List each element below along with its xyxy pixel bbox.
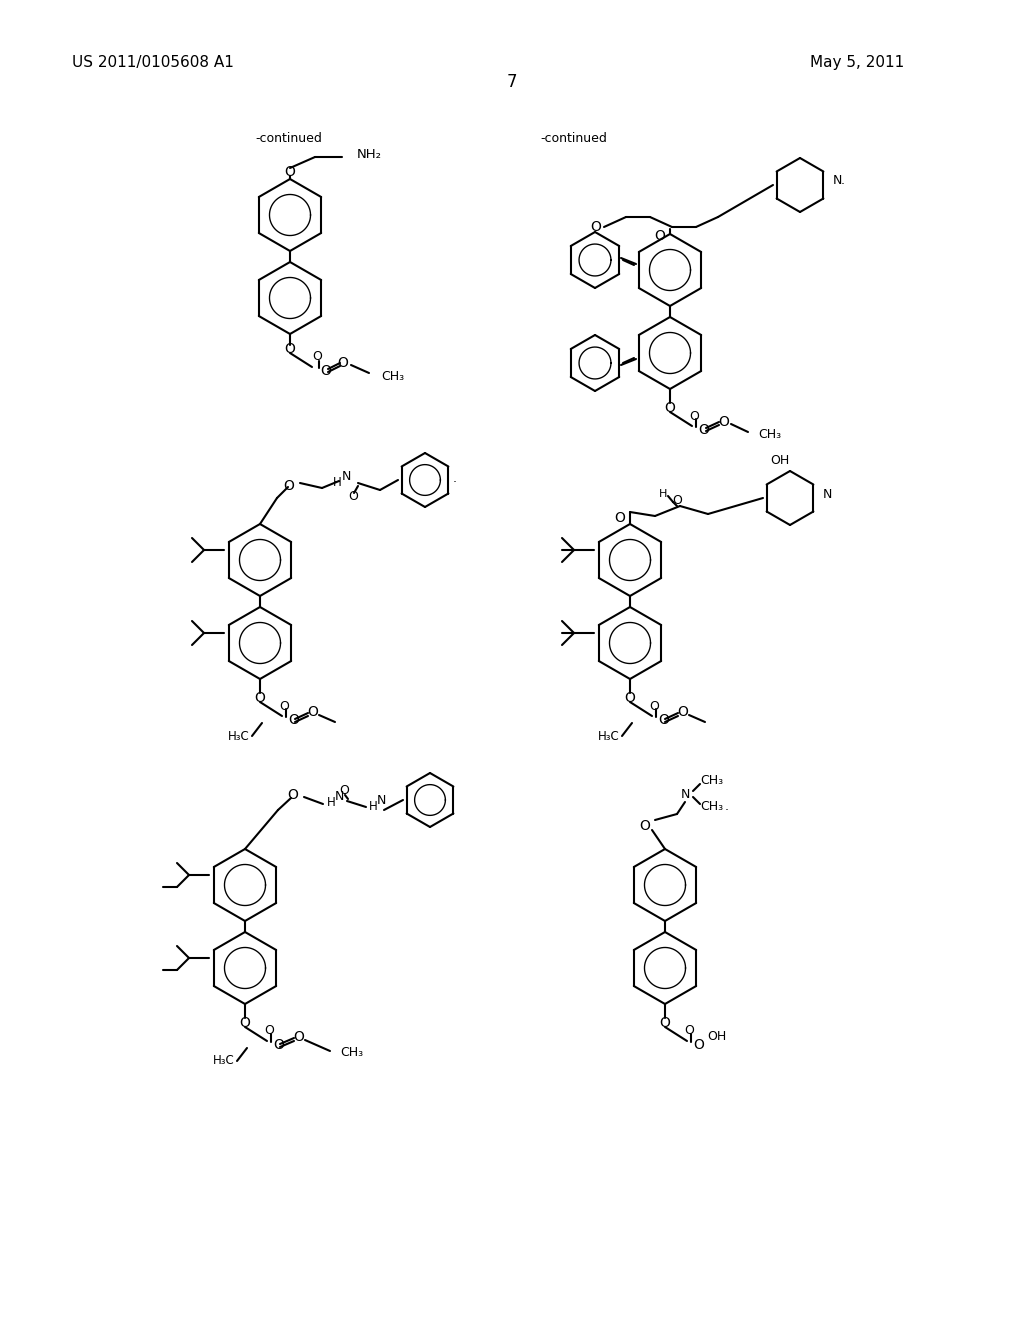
- Text: O: O: [684, 1024, 694, 1038]
- Text: CH₃: CH₃: [700, 775, 723, 788]
- Text: O: O: [312, 351, 322, 363]
- Text: CH₃: CH₃: [758, 428, 781, 441]
- Text: May 5, 2011: May 5, 2011: [810, 55, 904, 70]
- Text: .: .: [841, 174, 845, 187]
- Text: O: O: [678, 705, 688, 719]
- Text: O: O: [649, 700, 658, 713]
- Text: H₃C: H₃C: [213, 1055, 234, 1068]
- Text: O: O: [719, 414, 729, 429]
- Text: O: O: [339, 784, 349, 797]
- Text: O: O: [280, 700, 289, 713]
- Text: O: O: [672, 494, 682, 507]
- Text: O: O: [639, 818, 650, 833]
- Text: .: .: [453, 471, 457, 484]
- Text: -continued: -continued: [540, 132, 607, 144]
- Text: CH₃: CH₃: [700, 800, 723, 813]
- Text: H₃C: H₃C: [228, 730, 250, 742]
- Text: N: N: [334, 791, 344, 804]
- Text: O: O: [288, 713, 299, 727]
- Text: O: O: [591, 220, 601, 234]
- Text: O: O: [698, 422, 709, 437]
- Text: N: N: [680, 788, 690, 800]
- Text: H: H: [369, 800, 378, 813]
- Text: N: N: [341, 470, 350, 483]
- Text: O: O: [240, 1016, 251, 1030]
- Text: O: O: [654, 228, 665, 243]
- Text: O: O: [659, 1016, 671, 1030]
- Text: -continued: -continued: [255, 132, 322, 144]
- Text: O: O: [273, 1038, 284, 1052]
- Text: O: O: [283, 479, 294, 492]
- Text: .: .: [725, 800, 729, 813]
- Text: O: O: [665, 401, 676, 414]
- Text: O: O: [693, 1038, 703, 1052]
- Text: O: O: [348, 491, 358, 503]
- Text: O: O: [264, 1024, 274, 1038]
- Text: O: O: [307, 705, 318, 719]
- Text: O: O: [287, 788, 298, 803]
- Text: O: O: [338, 356, 348, 370]
- Text: OH: OH: [770, 454, 790, 467]
- Text: O: O: [614, 511, 625, 525]
- Text: N: N: [823, 487, 833, 500]
- Text: NH₂: NH₂: [357, 148, 382, 161]
- Text: O: O: [319, 364, 331, 378]
- Text: O: O: [255, 690, 265, 705]
- Text: O: O: [285, 342, 296, 356]
- Text: N: N: [833, 174, 843, 187]
- Text: OH: OH: [708, 1031, 727, 1044]
- Text: H: H: [327, 796, 336, 809]
- Text: O: O: [285, 165, 296, 180]
- Text: O: O: [294, 1030, 304, 1044]
- Text: CH₃: CH₃: [381, 370, 404, 383]
- Text: H: H: [658, 488, 668, 499]
- Text: N: N: [376, 795, 386, 808]
- Text: O: O: [658, 713, 669, 727]
- Text: H₃C: H₃C: [598, 730, 620, 742]
- Text: CH₃: CH₃: [340, 1047, 364, 1060]
- Text: H: H: [333, 477, 341, 490]
- Text: 7: 7: [507, 73, 517, 91]
- Text: O: O: [625, 690, 636, 705]
- Text: US 2011/0105608 A1: US 2011/0105608 A1: [72, 55, 233, 70]
- Text: O: O: [689, 409, 699, 422]
